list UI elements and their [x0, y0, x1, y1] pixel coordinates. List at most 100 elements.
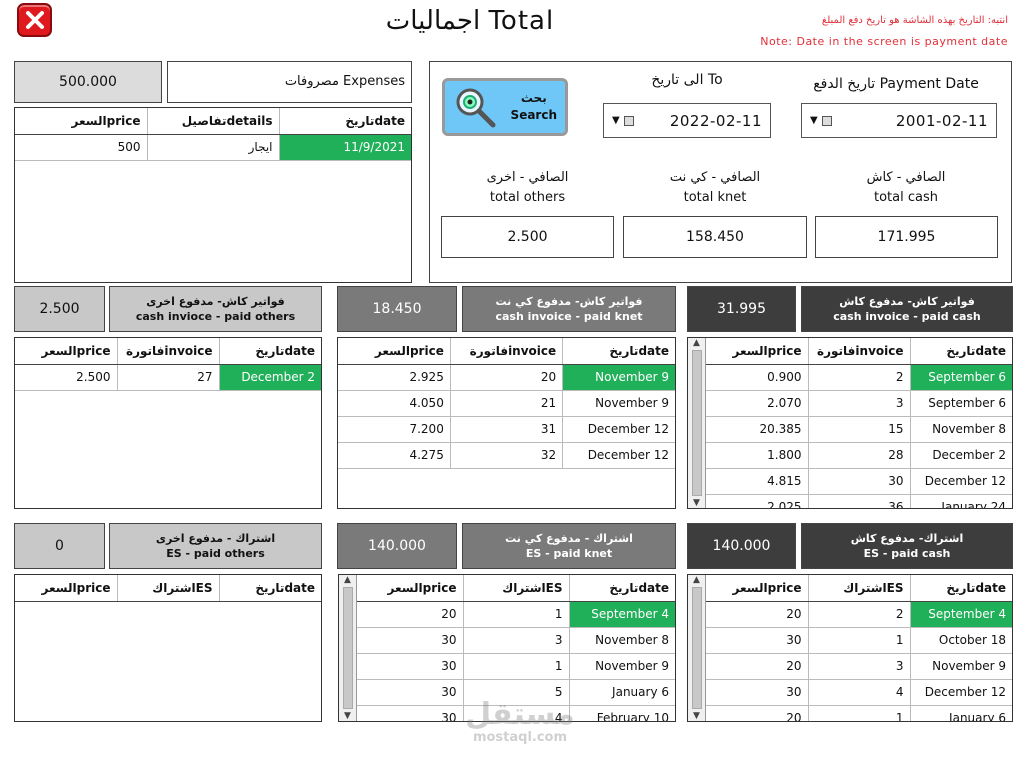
- column-header[interactable]: تاريخdate: [278, 108, 411, 135]
- column-header[interactable]: السعرprice: [706, 338, 808, 365]
- table-row[interactable]: 30 1 October 18: [706, 627, 1012, 654]
- table-row[interactable]: 20 3 November 9: [706, 653, 1012, 680]
- table-cell[interactable]: 1: [462, 601, 569, 628]
- table-cell[interactable]: 2.925: [338, 364, 451, 391]
- table-cell[interactable]: 30: [357, 653, 463, 680]
- table-cell[interactable]: September 6: [909, 364, 1012, 391]
- table-cell[interactable]: 3: [462, 627, 569, 654]
- column-header[interactable]: فاتورةinvoice: [449, 338, 563, 365]
- table-cell[interactable]: 20.385: [706, 416, 808, 443]
- table-row[interactable]: 20 2 September 4: [706, 601, 1012, 628]
- table-cell[interactable]: 0.900: [706, 364, 808, 391]
- column-header[interactable]: اشتراكES: [807, 575, 910, 602]
- table-cell[interactable]: 32: [449, 442, 563, 469]
- scroll-up-icon[interactable]: ▲: [693, 338, 700, 348]
- column-header[interactable]: اشتراكES: [116, 575, 219, 602]
- table-row[interactable]: 20.385 15 November 8: [706, 416, 1012, 443]
- table-row[interactable]: 7.200 31 December 12: [338, 416, 675, 443]
- table-cell[interactable]: 28: [807, 442, 910, 469]
- table-row[interactable]: 2.925 20 November 9: [338, 364, 675, 391]
- table-cell[interactable]: 21: [449, 390, 563, 417]
- table-cell[interactable]: November 9: [909, 653, 1012, 680]
- table-cell[interactable]: 4.815: [706, 468, 808, 495]
- column-header[interactable]: السعرprice: [15, 108, 147, 135]
- table-cell[interactable]: 2: [807, 364, 910, 391]
- table-cell[interactable]: 20: [706, 601, 808, 628]
- table-cell[interactable]: 30: [706, 627, 808, 654]
- table-cell[interactable]: 4: [462, 705, 569, 721]
- scroll-thumb[interactable]: [691, 350, 702, 496]
- table-row[interactable]: 20 1 September 4: [357, 601, 675, 628]
- table-row[interactable]: 20 1 January 6: [706, 705, 1012, 721]
- column-header[interactable]: السعرprice: [15, 575, 117, 602]
- table-cell[interactable]: 36: [807, 494, 910, 508]
- table-cell[interactable]: September 4: [568, 601, 675, 628]
- table-cell[interactable]: November 8: [568, 627, 675, 654]
- table-row[interactable]: 500 ايجار 11/9/2021: [15, 134, 411, 161]
- table-row[interactable]: 4.815 30 December 12: [706, 468, 1012, 495]
- column-header[interactable]: تاريخdate: [568, 575, 675, 602]
- table-cell[interactable]: 2.070: [706, 390, 808, 417]
- column-header[interactable]: فاتورةinvoice: [116, 338, 219, 365]
- table-cell[interactable]: 20: [357, 601, 463, 628]
- column-header[interactable]: تاريخdate: [218, 575, 321, 602]
- table-cell[interactable]: December 2: [218, 364, 321, 391]
- table-cell[interactable]: November 9: [568, 653, 675, 680]
- scroll-down-icon[interactable]: ▼: [693, 498, 700, 508]
- table-cell[interactable]: 30: [357, 627, 463, 654]
- table-cell[interactable]: 3: [807, 653, 910, 680]
- table-cell[interactable]: January 24: [909, 494, 1012, 508]
- table-cell[interactable]: September 4: [909, 601, 1012, 628]
- table-cell[interactable]: January 6: [568, 679, 675, 706]
- table-cell[interactable]: December 12: [909, 679, 1012, 706]
- table-cell[interactable]: 1: [807, 705, 910, 721]
- column-header[interactable]: السعرprice: [706, 575, 808, 602]
- table-cell[interactable]: 30: [357, 679, 463, 706]
- close-button[interactable]: [17, 3, 52, 37]
- date-dropdown-icon[interactable]: ▼: [612, 115, 635, 126]
- table-cell[interactable]: 27: [116, 364, 219, 391]
- table-row[interactable]: 30 1 November 9: [357, 653, 675, 680]
- table-cell[interactable]: 5: [462, 679, 569, 706]
- table-row[interactable]: 1.800 28 December 2: [706, 442, 1012, 469]
- column-header[interactable]: فاتورةinvoice: [807, 338, 910, 365]
- table-row[interactable]: 2.070 3 September 6: [706, 390, 1012, 417]
- scroll-down-icon[interactable]: ▼: [344, 711, 351, 721]
- table-cell[interactable]: December 12: [562, 442, 675, 469]
- table-cell[interactable]: 31: [449, 416, 563, 443]
- scroll-thumb[interactable]: [691, 587, 702, 709]
- table-cell[interactable]: 11/9/2021: [278, 134, 411, 161]
- table-row[interactable]: 30 3 November 8: [357, 627, 675, 654]
- column-header[interactable]: تفاصيلdetails: [146, 108, 279, 135]
- table-cell[interactable]: November 8: [909, 416, 1012, 443]
- table-cell[interactable]: 1: [807, 627, 910, 654]
- table-cell[interactable]: 30: [807, 468, 910, 495]
- table-row[interactable]: 2.025 36 January 24: [706, 494, 1012, 508]
- table-cell[interactable]: December 2: [909, 442, 1012, 469]
- table-cell[interactable]: October 18: [909, 627, 1012, 654]
- table-row[interactable]: 30 5 January 6: [357, 679, 675, 706]
- table-cell[interactable]: 20: [706, 705, 808, 721]
- table-cell[interactable]: 2.025: [706, 494, 808, 508]
- scroll-down-icon[interactable]: ▼: [693, 711, 700, 721]
- from-date-picker[interactable]: ▼ 2001-02-11: [801, 103, 997, 138]
- column-header[interactable]: السعرprice: [357, 575, 463, 602]
- column-header[interactable]: السعرprice: [15, 338, 117, 365]
- table-cell[interactable]: December 12: [562, 416, 675, 443]
- table-row[interactable]: 4.275 32 December 12: [338, 442, 675, 469]
- table-cell[interactable]: 500: [15, 134, 147, 161]
- table-cell[interactable]: December 12: [909, 468, 1012, 495]
- es-knet-scrollbar[interactable]: ▲ ▼: [339, 575, 357, 721]
- table-cell[interactable]: 3: [807, 390, 910, 417]
- invoice-cash-scrollbar[interactable]: ▲ ▼: [688, 338, 706, 508]
- table-cell[interactable]: 1: [462, 653, 569, 680]
- column-header[interactable]: تاريخdate: [218, 338, 321, 365]
- table-cell[interactable]: 20: [449, 364, 563, 391]
- table-row[interactable]: 0.900 2 September 6: [706, 364, 1012, 391]
- table-row[interactable]: 4.050 21 November 9: [338, 390, 675, 417]
- table-cell[interactable]: 15: [807, 416, 910, 443]
- scroll-up-icon[interactable]: ▲: [693, 575, 700, 585]
- table-cell[interactable]: 7.200: [338, 416, 451, 443]
- column-header[interactable]: تاريخdate: [909, 575, 1012, 602]
- table-row[interactable]: 30 4 December 12: [706, 679, 1012, 706]
